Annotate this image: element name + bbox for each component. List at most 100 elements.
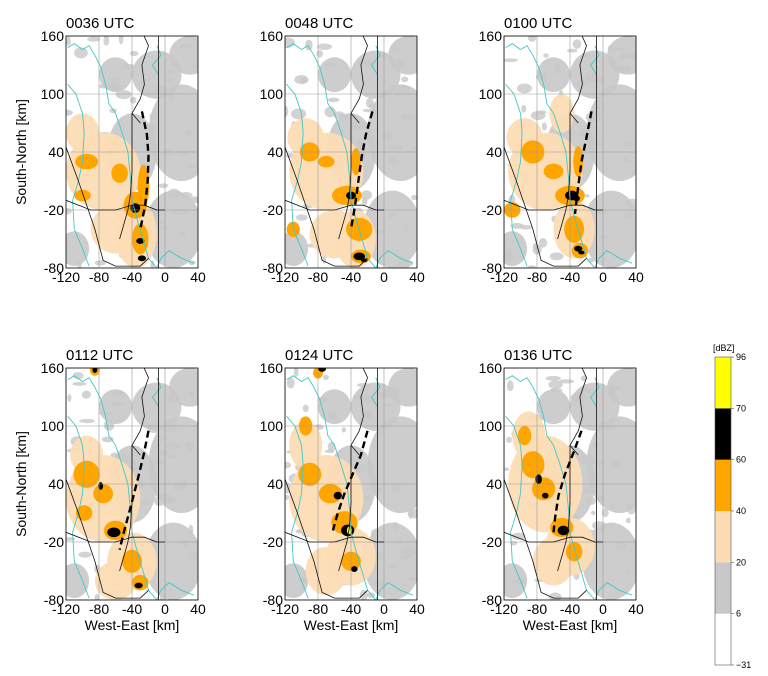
x-tick-label: 0 (599, 601, 607, 617)
clear-air-echo (616, 64, 631, 73)
clear-air-echo (149, 112, 158, 121)
y-tick-label: 100 (479, 418, 503, 434)
colorbar-segment (715, 408, 731, 460)
clear-air-echo (157, 435, 168, 441)
clear-air-echo (327, 411, 338, 420)
boundary-line (350, 113, 360, 124)
terrain-contour (156, 250, 195, 268)
clear-air-echo (590, 510, 596, 515)
axes-frame (503, 367, 637, 601)
y-tick-label: -20 (44, 202, 64, 218)
clear-air-echo (585, 111, 602, 123)
clear-air-echo (291, 108, 307, 120)
clear-air-echo (179, 43, 192, 49)
clear-air-echo (537, 110, 547, 115)
moderate-echo (543, 163, 564, 180)
panel: 0136 UTC-120 -80 -40 0 40-80-2040100160West-… (479, 347, 644, 633)
echo-line (349, 111, 374, 230)
clear-air-echo (98, 412, 113, 416)
x-tick-label: 40 (628, 269, 644, 285)
axes-frame (503, 35, 637, 269)
strong-echo-core (541, 492, 549, 499)
clear-air-echo (66, 231, 90, 267)
clear-air-echo (408, 508, 414, 519)
clear-air-echo (66, 36, 71, 46)
clear-air-echo (609, 383, 615, 393)
clear-air-echo (543, 53, 549, 58)
echo-line (139, 111, 150, 230)
moderate-echo (351, 148, 361, 176)
clear-air-echo (167, 188, 181, 199)
clear-air-echo (179, 231, 187, 238)
clear-air-echo (625, 141, 636, 147)
clear-air-echo (383, 387, 390, 395)
clear-air-echo (392, 47, 401, 52)
clear-air-echo (341, 426, 346, 433)
clear-air-echo (99, 389, 132, 425)
clear-air-echo (578, 454, 595, 465)
terrain-contour (505, 43, 596, 268)
terrain-contour (156, 582, 195, 600)
colorbar-tick-label: 40 (736, 506, 746, 516)
clear-air-echo (188, 551, 198, 560)
x-tick-label: 0 (599, 269, 607, 285)
panel: 0124 UTC-120 -80 -40 0 40-80-2040100160West-… (260, 347, 425, 633)
y-tick-label: 160 (41, 360, 65, 376)
colorbar-tick-label: 6 (736, 609, 741, 619)
strong-echo-core (318, 368, 327, 372)
boundary-line (285, 147, 368, 267)
clear-air-echo (595, 209, 608, 215)
x-tick-label: -120 (52, 601, 80, 617)
strong-echo-core (574, 245, 583, 252)
x-tick-label: -120 (490, 269, 518, 285)
clear-air-echo (121, 63, 136, 70)
clear-air-echo (166, 395, 176, 403)
y-tick-label: 40 (486, 476, 502, 492)
strong-echo-core (137, 255, 147, 262)
moderate-echo (75, 153, 99, 170)
moderate-echo (137, 164, 150, 208)
terrain-contour (505, 84, 528, 267)
clear-air-echo (189, 389, 195, 398)
clear-air-echo (504, 58, 519, 63)
clear-air-echo (327, 441, 336, 452)
clear-air-echo (94, 593, 100, 600)
clear-air-echo (294, 75, 309, 85)
clear-air-echo (613, 47, 625, 51)
y-tick-label: -80 (44, 592, 64, 608)
clear-air-echo (293, 368, 299, 377)
y-tick-label: 160 (260, 360, 284, 376)
clear-air-echo (165, 441, 182, 451)
clear-air-echo (129, 96, 137, 104)
clear-air-echo (580, 388, 594, 394)
y-tick-label: -80 (263, 260, 283, 276)
moderate-echo (573, 146, 584, 178)
y-tick-label: 160 (41, 28, 65, 44)
colorbar-tick-label: 20 (736, 557, 746, 567)
clear-air-echo (129, 51, 139, 57)
reflectivity-field (285, 368, 417, 600)
boundary-line (131, 113, 141, 124)
clear-air-echo (355, 464, 366, 474)
clear-air-echo (397, 260, 410, 268)
clear-air-echo (78, 551, 92, 558)
clear-air-echo (112, 390, 126, 396)
clear-air-echo (553, 63, 561, 74)
clear-air-echo (387, 212, 396, 218)
colorbar-tick-label: 70 (736, 403, 746, 413)
clear-air-echo (370, 528, 383, 539)
terrain-contour (371, 45, 381, 75)
light-echo (66, 113, 99, 152)
clear-air-echo (188, 524, 194, 535)
clear-air-echo (118, 36, 124, 45)
clear-air-echo (387, 144, 404, 152)
panel-title: 0036 UTC (66, 15, 135, 32)
terrain-contour (286, 43, 377, 268)
clear-air-echo (391, 482, 402, 494)
x-tick-label: -40 (122, 601, 142, 617)
boundary-line (285, 479, 368, 599)
clear-air-echo (166, 69, 175, 73)
clear-air-echo (411, 195, 417, 201)
terrain-contour (590, 377, 600, 407)
